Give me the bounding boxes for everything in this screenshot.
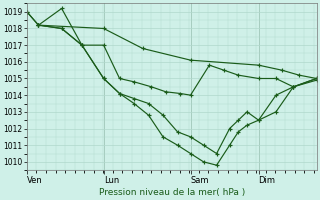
X-axis label: Pression niveau de la mer( hPa ): Pression niveau de la mer( hPa ) [99, 188, 245, 197]
